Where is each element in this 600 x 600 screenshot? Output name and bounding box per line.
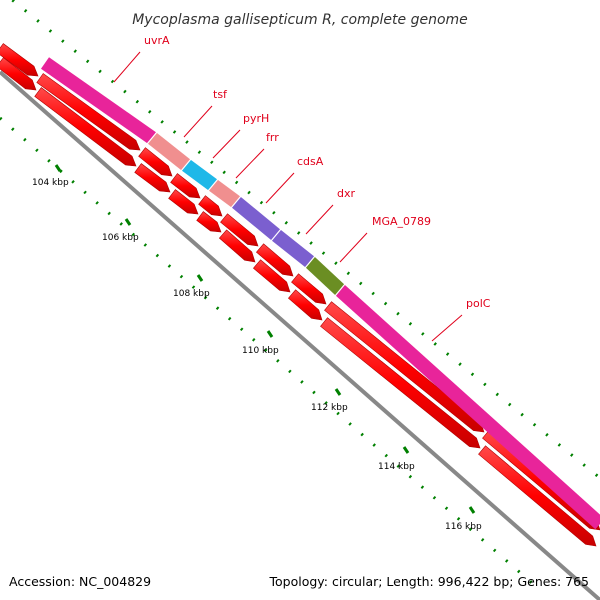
- gene-label-mga-0789[interactable]: MGA_0789: [372, 215, 431, 228]
- gene-band-mga-0789[interactable]: [305, 256, 345, 296]
- gene-label-frr[interactable]: frr: [266, 131, 279, 144]
- gene-leader-frr: [235, 148, 265, 179]
- cds-arrows: [0, 43, 600, 547]
- cds-arrow-outer-3[interactable]: [138, 147, 173, 177]
- topology-text: Topology: circular; Length: 996,422 bp; …: [269, 574, 590, 589]
- tick-mark-5: [334, 388, 342, 396]
- tick-label-112-kbp: 112 kbp: [311, 403, 348, 413]
- map-title: Mycoplasma gallisepticum R, complete gen…: [132, 12, 468, 28]
- cds-arrow-outer-7[interactable]: [255, 243, 294, 277]
- gene-leader-pyrh: [212, 129, 241, 159]
- band-separator: [207, 178, 219, 192]
- gene-band-pyrh[interactable]: [181, 159, 218, 191]
- band-separator: [230, 195, 242, 209]
- cds-arrow-outer-8[interactable]: [291, 273, 327, 305]
- gene-leader-cdsa: [265, 172, 295, 204]
- gene-band-dxr[interactable]: [271, 229, 315, 268]
- band-separator: [334, 283, 346, 297]
- cds-arrow-outer-1[interactable]: [0, 43, 39, 77]
- accession-text: Accession: NC_004829: [9, 574, 151, 589]
- cds-arrow-outer-4[interactable]: [170, 173, 201, 199]
- tick-label-110-kbp: 110 kbp: [242, 346, 279, 356]
- tick-mark-7: [468, 506, 476, 514]
- tick-label-104-kbp: 104 kbp: [32, 178, 69, 188]
- cds-arrow-outer-5[interactable]: [198, 195, 223, 217]
- cds-arrow-inner-2[interactable]: [34, 87, 137, 167]
- tick-mark-3: [196, 274, 204, 282]
- cds-arrow-inner-9[interactable]: [320, 317, 481, 449]
- gene-leader-uvra: [113, 51, 141, 83]
- band-separator: [270, 228, 282, 242]
- gene-label-dxr[interactable]: dxr: [337, 187, 355, 200]
- cds-arrow-inner-1[interactable]: [0, 57, 37, 91]
- tick-label-106-kbp: 106 kbp: [102, 233, 139, 243]
- tick-mark-4: [266, 330, 274, 338]
- gene-bands: [40, 57, 600, 530]
- gene-band-frr[interactable]: [208, 179, 241, 208]
- tick-mark-2: [124, 218, 132, 226]
- gene-band-cdsa[interactable]: [231, 196, 281, 241]
- cds-arrow-inner-7[interactable]: [252, 259, 291, 293]
- tick-labels: 104 kbp 106 kbp 108 kbp 110 kbp 112 kbp 114 k…: [32, 164, 482, 532]
- cds-arrow-outer-9[interactable]: [324, 301, 485, 433]
- gene-label-polc[interactable]: polC: [466, 297, 491, 310]
- tick-label-116-kbp: 116 kbp: [445, 522, 482, 532]
- cds-arrow-outer-6[interactable]: [220, 213, 259, 247]
- gene-band-polc[interactable]: [335, 284, 600, 530]
- gene-band-tsf[interactable]: [147, 132, 191, 171]
- gene-label-pyrh[interactable]: pyrH: [243, 112, 269, 125]
- gene-band-uvra[interactable]: [40, 57, 157, 144]
- band-separator: [304, 255, 316, 269]
- gene-labels: uvrA tsf pyrH frr cdsA dxr MGA_0789 polC: [113, 34, 491, 342]
- cds-arrow-inner-3[interactable]: [134, 163, 171, 193]
- tick-label-108-kbp: 108 kbp: [173, 289, 210, 299]
- gene-leader-polc: [431, 314, 463, 342]
- band-separator: [146, 131, 158, 145]
- cds-arrow-inner-6[interactable]: [218, 229, 256, 263]
- cds-arrow-outer-2[interactable]: [36, 73, 141, 151]
- cds-arrow-inner-4[interactable]: [168, 189, 199, 215]
- cds-arrow-inner-10[interactable]: [478, 445, 597, 547]
- gene-leader-dxr: [305, 204, 334, 235]
- tick-mark-6: [402, 446, 410, 454]
- gene-label-tsf[interactable]: tsf: [213, 88, 228, 101]
- gene-label-cdsa[interactable]: cdsA: [297, 155, 324, 168]
- gene-leader-mga-0789: [339, 232, 368, 263]
- gene-leader-tsf: [183, 105, 213, 138]
- tick-label-114-kbp: 114 kbp: [378, 462, 415, 472]
- tick-mark-1: [54, 164, 62, 172]
- band-separator: [180, 158, 192, 172]
- genome-backbone: [0, 70, 600, 600]
- cds-arrow-inner-5[interactable]: [196, 211, 222, 233]
- cds-arrow-inner-8[interactable]: [287, 289, 323, 321]
- gene-label-uvra[interactable]: uvrA: [144, 34, 170, 47]
- outer-tick-ring: [9, 0, 600, 480]
